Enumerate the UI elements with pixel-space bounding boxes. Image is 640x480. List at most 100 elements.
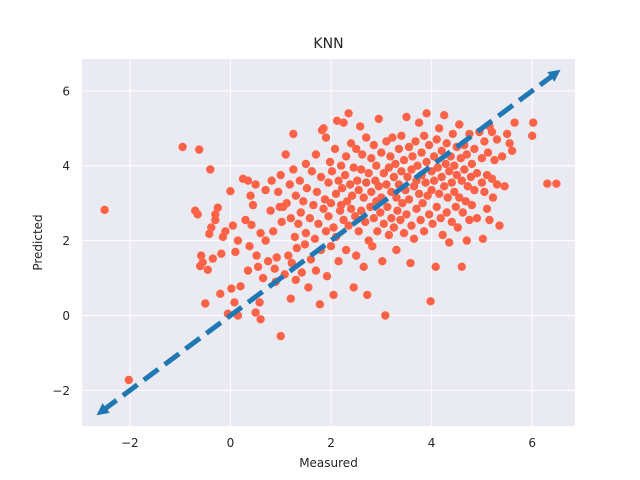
data-point: [528, 131, 537, 140]
data-point: [326, 242, 336, 251]
data-point: [274, 187, 283, 197]
data-point: [307, 167, 317, 176]
data-point: [324, 178, 333, 187]
data-point: [462, 236, 471, 245]
data-point: [258, 273, 268, 283]
data-point: [407, 165, 416, 174]
data-point: [389, 172, 399, 182]
data-point: [281, 150, 290, 159]
data-point: [251, 308, 260, 317]
data-point: [416, 215, 425, 225]
data-point: [381, 311, 390, 320]
data-point: [367, 187, 376, 197]
chart-title: KNN: [313, 36, 343, 52]
data-point: [412, 204, 421, 213]
data-point: [299, 197, 308, 206]
data-point: [379, 219, 388, 228]
data-point: [369, 140, 378, 150]
data-point: [205, 229, 214, 239]
data-point: [376, 208, 385, 217]
data-point: [321, 227, 331, 236]
data-point: [387, 214, 396, 223]
data-point: [301, 228, 311, 238]
data-point: [221, 227, 230, 236]
data-point: [233, 236, 243, 245]
data-point: [472, 214, 482, 223]
data-point: [467, 200, 477, 210]
data-point: [356, 122, 365, 131]
data-point: [197, 251, 206, 260]
data-point: [485, 215, 494, 225]
data-point: [379, 169, 388, 178]
data-point: [344, 109, 353, 118]
data-point: [445, 238, 454, 247]
data-point: [266, 206, 275, 215]
data-point: [213, 203, 222, 212]
data-point: [277, 217, 286, 227]
data-point: [424, 210, 434, 219]
data-point: [495, 221, 504, 230]
data-point: [480, 187, 489, 197]
data-point: [505, 139, 514, 148]
data-point: [269, 227, 278, 236]
data-point: [404, 195, 414, 204]
data-point: [543, 179, 552, 188]
data-point: [256, 228, 265, 238]
data-point: [417, 148, 426, 157]
y-tick-label: −2: [52, 384, 70, 398]
data-point: [357, 206, 366, 215]
data-point: [457, 176, 466, 185]
data-point: [437, 146, 446, 155]
data-point: [406, 258, 415, 268]
data-point: [436, 214, 445, 223]
data-point: [124, 375, 133, 385]
y-tick-label: 6: [62, 84, 70, 98]
data-point: [276, 170, 285, 180]
data-point: [399, 228, 409, 238]
data-point: [389, 223, 399, 232]
data-point: [255, 298, 264, 307]
data-point: [368, 242, 377, 251]
data-point: [388, 133, 397, 142]
data-point: [442, 139, 451, 148]
data-point: [466, 172, 476, 182]
data-point: [437, 172, 446, 182]
data-point: [309, 200, 318, 210]
data-point: [393, 206, 402, 215]
data-point: [358, 150, 367, 159]
data-point: [396, 215, 405, 225]
data-point: [510, 118, 519, 127]
data-point: [304, 283, 313, 292]
identity-dashed-line: [100, 71, 557, 414]
data-point: [282, 199, 291, 208]
data-point: [276, 331, 285, 341]
data-point: [352, 251, 361, 260]
data-point: [432, 135, 441, 144]
data-point: [251, 180, 260, 189]
data-point: [195, 145, 204, 154]
data-point: [230, 298, 239, 307]
data-point: [377, 148, 386, 157]
x-axis-label: Measured: [299, 456, 358, 470]
data-point: [261, 185, 270, 195]
data-point: [325, 157, 335, 167]
data-point: [392, 245, 401, 255]
data-point: [300, 240, 310, 249]
data-point: [292, 243, 301, 253]
data-point: [349, 163, 358, 172]
data-point: [319, 124, 328, 133]
data-point: [203, 265, 212, 274]
data-point: [243, 176, 253, 185]
data-point: [226, 187, 235, 196]
data-point: [296, 208, 305, 217]
data-point: [447, 217, 456, 227]
data-point: [311, 266, 321, 275]
data-point: [552, 179, 561, 188]
data-point: [178, 142, 187, 152]
data-point: [246, 191, 255, 200]
data-point: [289, 129, 298, 139]
data-point: [217, 249, 226, 258]
y-tick-label: 0: [62, 309, 70, 323]
data-point: [392, 193, 401, 202]
